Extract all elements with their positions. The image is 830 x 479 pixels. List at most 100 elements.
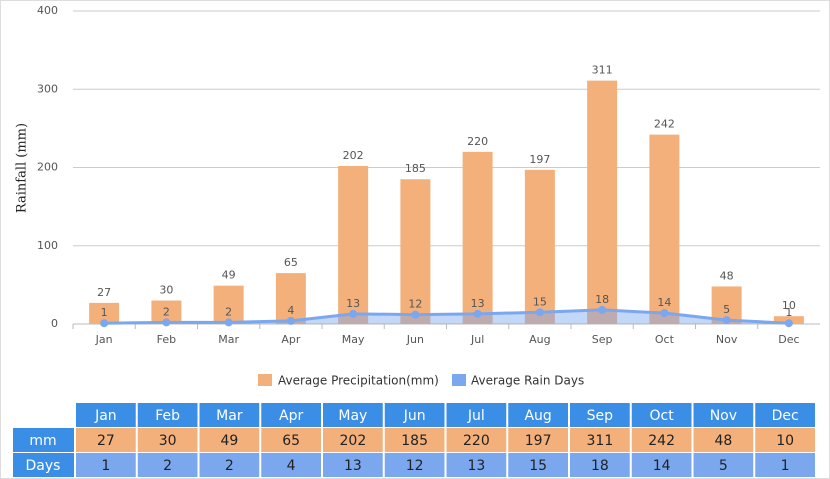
bar-value-label: 185 (405, 162, 426, 175)
rain-point (722, 316, 731, 325)
table-cell-text: 12 (406, 458, 424, 474)
table-header-text: Aug (524, 408, 551, 424)
table-cell (570, 428, 630, 452)
rain-value-label: 12 (408, 298, 422, 311)
rain-value-label: 14 (657, 296, 671, 309)
table-cell-text: 185 (401, 433, 428, 449)
bar (587, 80, 618, 324)
table-cell (755, 453, 815, 477)
rain-point (535, 308, 544, 317)
table-cell-text: 1 (101, 458, 110, 474)
table-cell-text: 311 (587, 433, 614, 449)
table-cell-text: 18 (591, 458, 609, 474)
bar (524, 169, 555, 324)
x-tick-label: Nov (716, 333, 738, 346)
table-header-text: Sep (587, 408, 614, 424)
table-row-label: Days (26, 458, 61, 474)
table-cell-text: 48 (714, 433, 732, 449)
x-tick-label: Mar (218, 333, 239, 346)
table-header-text: May (338, 408, 367, 424)
table-header-cell (631, 403, 692, 427)
x-tick-label: Jun (406, 333, 424, 346)
rain-value-label: 2 (225, 305, 232, 318)
table-header-cell (570, 403, 630, 427)
y-tick-label: 200 (37, 161, 58, 174)
table-cell-text: 49 (220, 433, 238, 449)
legend-swatch (258, 374, 272, 386)
table-header-text: Oct (650, 408, 675, 424)
table-cell (631, 428, 692, 452)
table-cell-text: 1 (781, 458, 790, 474)
table-cell-text: 2 (163, 458, 172, 474)
x-tick-label: Apr (281, 333, 301, 346)
table-cell-text: 65 (282, 433, 300, 449)
y-tick-label: 0 (51, 317, 58, 330)
table-header-cell (508, 403, 568, 427)
table-header-text: Mar (216, 408, 243, 424)
table-cell (137, 428, 198, 452)
x-tick-label: Jul (470, 333, 484, 346)
table-header-cell (137, 403, 198, 427)
table-cell (199, 453, 260, 477)
table-cell (508, 453, 568, 477)
table-header-text: Nov (710, 408, 737, 424)
table-cell (137, 453, 198, 477)
rain-value-label: 13 (471, 297, 485, 310)
table-header-text: Dec (772, 408, 799, 424)
table-header-text: Apr (279, 408, 303, 424)
bar-value-label: 311 (592, 64, 613, 77)
bar-value-label: 27 (97, 286, 111, 299)
table-header-text: Feb (155, 408, 180, 424)
x-tick-label: Sep (592, 333, 613, 346)
rain-point (660, 309, 669, 318)
table-cell (384, 428, 445, 452)
x-tick-label: Feb (157, 333, 176, 346)
rain-point (349, 309, 358, 318)
table-header-cell (76, 403, 136, 427)
table-cell (755, 428, 815, 452)
bar-value-label: 49 (222, 269, 236, 282)
bar-value-label: 220 (467, 135, 488, 148)
bar-value-label: 242 (654, 118, 675, 131)
table-cell (508, 428, 568, 452)
table-cell-text: 13 (467, 458, 485, 474)
table-row-label-cell (13, 453, 74, 477)
table-cell (323, 453, 383, 477)
rain-point (411, 310, 420, 319)
rain-point (286, 316, 295, 325)
table-cell-text: 2 (225, 458, 234, 474)
x-tick-label: May (342, 333, 365, 346)
table-cell (446, 428, 507, 452)
table-header-cell (261, 403, 321, 427)
bar (462, 151, 493, 324)
table-header-cell (384, 403, 445, 427)
rain-value-label: 1 (785, 306, 792, 319)
table-cell-text: 27 (97, 433, 115, 449)
table-cell-text: 13 (344, 458, 362, 474)
y-axis-title: Rainfall (mm) (15, 123, 30, 213)
bar-value-label: 48 (720, 269, 734, 282)
rain-value-label: 4 (287, 304, 294, 317)
table-cell-text: 14 (653, 458, 671, 474)
table-cell-text: 242 (648, 433, 675, 449)
rain-value-label: 18 (595, 293, 609, 306)
bar-value-label: 65 (284, 256, 298, 269)
bar-value-label: 10 (782, 299, 796, 312)
table-header-cell (323, 403, 383, 427)
rain-value-label: 13 (346, 297, 360, 310)
table-cell (693, 428, 754, 452)
bar (213, 285, 244, 324)
x-tick-label: Jan (95, 333, 113, 346)
table-header-text: Jan (94, 408, 117, 424)
rain-value-label: 2 (163, 305, 170, 318)
table-cell-text: 202 (340, 433, 367, 449)
bar-value-label: 202 (343, 149, 364, 162)
table-cell (76, 428, 136, 452)
table-header-cell (446, 403, 507, 427)
bar-value-label: 30 (159, 284, 173, 297)
legend-label: Average Rain Days (471, 374, 584, 388)
rain-point (162, 318, 171, 327)
table-cell-text: 5 (719, 458, 728, 474)
table-header-text: Jul (467, 408, 485, 424)
table-cell-text: 15 (529, 458, 547, 474)
